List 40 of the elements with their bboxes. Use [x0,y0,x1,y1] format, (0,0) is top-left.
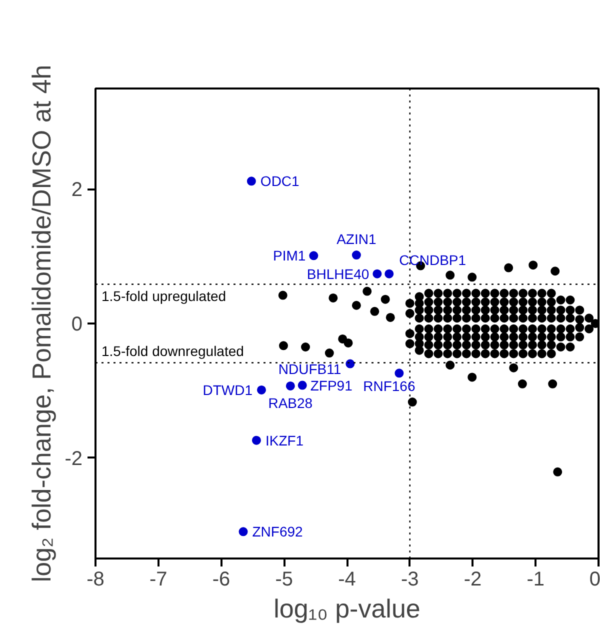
x-tick-label: -6 [212,568,230,590]
ref-line-label: 1.5-fold downregulated [102,342,244,359]
point [394,368,404,378]
point [309,251,318,260]
x-tick-label: -3 [400,568,419,590]
x-tick-label: -7 [149,568,168,590]
annotation: PIM1 [273,248,306,264]
point [246,176,256,186]
annotation: NDUFB11 [278,360,342,377]
point [384,269,394,278]
point [372,269,382,278]
annotation: BHLHE40 [306,266,370,282]
point [252,436,261,445]
x-tick-label: -2 [464,568,482,590]
annotation: CCNDBP1 [399,252,466,268]
point [286,381,295,390]
point [346,359,355,368]
point [298,380,307,390]
x-tick-label: -1 [526,568,545,590]
annotation: AZIN1 [336,231,376,248]
annotation: RNF166 [363,378,416,394]
annotation: RAB28 [268,394,313,411]
y-tick-label: 2 [71,179,82,202]
annotation: DTWD1 [202,382,253,398]
point [238,527,248,536]
point [256,385,266,394]
point [352,250,361,260]
x-tick-label: -5 [275,568,294,590]
x-tick-label: -4 [338,568,356,590]
annotation: ZFP91 [310,377,353,394]
x-tick-label: 0 [589,568,600,590]
annotation: IKZF1 [265,432,304,448]
ref-line-label: 1.5-fold upregulated [102,288,226,304]
y-tick-label: -2 [64,448,83,470]
y-axis-title: log₂ fold-change, Pomalidomide/DMSO at 4h [26,64,57,582]
x-tick-label: -8 [86,568,104,590]
annotation: ODC1 [260,173,300,190]
annotation: ZNF692 [252,524,304,540]
y-tick-label: 0 [71,314,82,336]
x-axis-title: log₁₀ p-value [274,594,420,624]
